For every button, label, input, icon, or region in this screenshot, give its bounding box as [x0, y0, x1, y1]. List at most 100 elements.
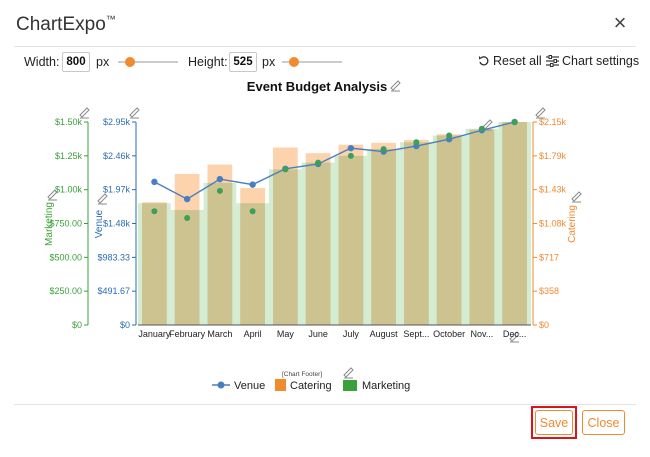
height-input[interactable]	[229, 52, 257, 72]
venue-point	[347, 144, 355, 152]
venue-line	[154, 121, 515, 200]
width-input[interactable]	[62, 52, 90, 72]
catering-tick-label: $1.08k	[539, 219, 567, 229]
venue-point	[216, 175, 224, 183]
chart-footer: [Chart Footer]	[282, 371, 322, 378]
marketing-tick-label: $250.00	[49, 286, 82, 296]
catering-tick-label: $2.15k	[539, 117, 567, 127]
legend-venue-label: Venue	[234, 380, 265, 392]
x-tick-label: June	[308, 329, 328, 339]
catering-marketing-overlap	[305, 162, 331, 325]
chart-settings-button[interactable]: Chart settings	[546, 54, 639, 68]
chart-title: Event Budget Analysis	[247, 79, 387, 94]
catering-title-edit-icon	[571, 191, 582, 203]
venue-axis-edit-icon	[129, 107, 140, 119]
legend-catering-swatch	[275, 379, 286, 391]
venue-axis-title: Venue	[94, 209, 105, 238]
catering-marketing-overlap	[240, 203, 265, 325]
x-tick-label: May	[277, 329, 295, 339]
marketing-tick-label: $1.00k	[55, 185, 83, 195]
footer-divider	[14, 404, 636, 405]
marketing-point	[315, 159, 322, 166]
x-tick-label: October	[433, 329, 465, 339]
x-tick-label: Nov...	[470, 329, 493, 339]
marketing-point	[446, 132, 453, 139]
legend-venue-marker	[217, 381, 225, 389]
dialog-header: ChartExpo™ ×	[0, 0, 650, 46]
marketing-tick-label: $1.25k	[55, 151, 83, 161]
x-tick-label: Sept...	[403, 329, 429, 339]
x-tick-label: January	[138, 329, 171, 339]
venue-tick-label: $1.97k	[103, 185, 131, 195]
catering-marketing-overlap	[469, 129, 495, 325]
width-label: Width:	[24, 55, 60, 69]
marketing-point	[249, 208, 256, 215]
legend-marketing-swatch	[343, 380, 357, 391]
marketing-point	[511, 119, 518, 125]
height-slider-thumb[interactable]	[289, 57, 299, 67]
reset-all-button[interactable]: Reset all	[478, 54, 542, 68]
venue-tick-label: $2.46k	[103, 151, 131, 161]
chart-canvas: Event Budget Analysis $0 $0 $0 $250.00 $491.6…	[44, 79, 582, 392]
width-slider[interactable]	[118, 61, 178, 63]
venue-tick-label: $1.48k	[103, 219, 131, 229]
marketing-point	[347, 152, 354, 159]
catering-marketing-overlap	[404, 142, 429, 325]
venue-tick-label: $0	[120, 320, 130, 330]
catering-tick-label: $358	[539, 286, 559, 296]
catering-marketing-overlap	[142, 203, 167, 325]
venue-tick-label: $983.33	[97, 252, 130, 262]
venue-tick-label: $491.67	[97, 286, 130, 296]
catering-axis-edit-icon	[535, 107, 546, 119]
app-title: ChartExpo™	[16, 14, 116, 35]
x-tick-label: February	[169, 329, 206, 339]
catering-marketing-overlap	[502, 122, 527, 325]
catering-tick-label: $1.79k	[539, 151, 567, 161]
marketing-tick-label: $0	[72, 320, 82, 330]
sliders-icon	[546, 55, 559, 67]
x-tick-label: July	[343, 329, 360, 339]
marketing-point	[413, 139, 420, 146]
header-divider	[14, 46, 636, 47]
save-button[interactable]: Save	[535, 410, 573, 435]
catering-marketing-overlap	[207, 182, 233, 325]
x-axis-edit-icon	[509, 331, 520, 343]
legend-marketing-label: Marketing	[362, 380, 410, 392]
save-highlight	[531, 406, 577, 439]
marketing-point	[151, 208, 158, 215]
x-tick-label: Dec...	[503, 329, 527, 339]
footer-edit-icon	[343, 367, 354, 379]
width-slider-thumb[interactable]	[125, 57, 135, 67]
marketing-point	[282, 166, 289, 173]
catering-tick-label: $1.43k	[539, 185, 567, 195]
marketing-axis-edit-icon	[79, 107, 90, 119]
title-edit-icon	[390, 80, 401, 92]
catering-axis-title: Catering	[567, 205, 578, 243]
marketing-tick-label: $500.00	[49, 252, 82, 262]
venue-point	[249, 181, 256, 188]
width-unit: px	[96, 55, 110, 69]
x-tick-label: August	[370, 329, 399, 339]
marketing-axis-title: Marketing	[44, 202, 55, 246]
height-slider[interactable]	[282, 61, 342, 63]
height-unit: px	[262, 55, 276, 69]
x-tick-label: April	[244, 329, 262, 339]
venue-tick-label: $2.95k	[103, 117, 131, 127]
marketing-point	[184, 214, 191, 221]
marketing-tick-label: $1.50k	[55, 117, 83, 127]
catering-tick-label: $0	[539, 320, 549, 330]
catering-tick-label: $717	[539, 252, 559, 262]
venue-point	[151, 178, 158, 186]
catering-marketing-overlap	[338, 155, 364, 325]
x-tick-label: March	[207, 329, 232, 339]
catering-marketing-overlap	[273, 169, 298, 325]
catering-marketing-overlap	[436, 135, 462, 325]
close-button[interactable]: Close	[582, 410, 625, 435]
close-icon[interactable]: ×	[613, 10, 627, 35]
reset-icon	[479, 56, 489, 66]
venue-title-edit-icon	[97, 193, 108, 205]
marketing-point	[380, 146, 387, 153]
catering-marketing-overlap	[174, 209, 200, 325]
marketing-tick-label: $750.00	[49, 219, 82, 229]
toolbar: Width: px Height: px Reset all Chart set…	[0, 48, 650, 76]
